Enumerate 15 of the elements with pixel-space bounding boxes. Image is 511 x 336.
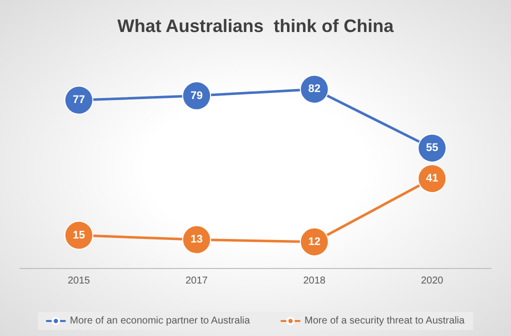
data-label: 15 — [72, 229, 85, 242]
legend-label: More of an economic partner to Australia — [70, 316, 250, 326]
data-label: 82 — [308, 83, 320, 96]
x-tick-label: 2018 — [303, 276, 326, 286]
data-label: 55 — [426, 142, 438, 154]
data-label: 79 — [190, 90, 203, 102]
x-tick-label: 2015 — [68, 276, 90, 286]
x-tick-label: 2020 — [421, 276, 444, 286]
data-label: 77 — [72, 94, 85, 106]
legend-label: More of a security threat to Australia — [304, 316, 466, 326]
data-label: 41 — [426, 172, 438, 185]
x-tick-label: 2017 — [186, 276, 208, 286]
chart-title: What Australians think of China — [117, 16, 395, 36]
data-label: 12 — [308, 236, 320, 248]
data-label: 13 — [190, 234, 203, 246]
